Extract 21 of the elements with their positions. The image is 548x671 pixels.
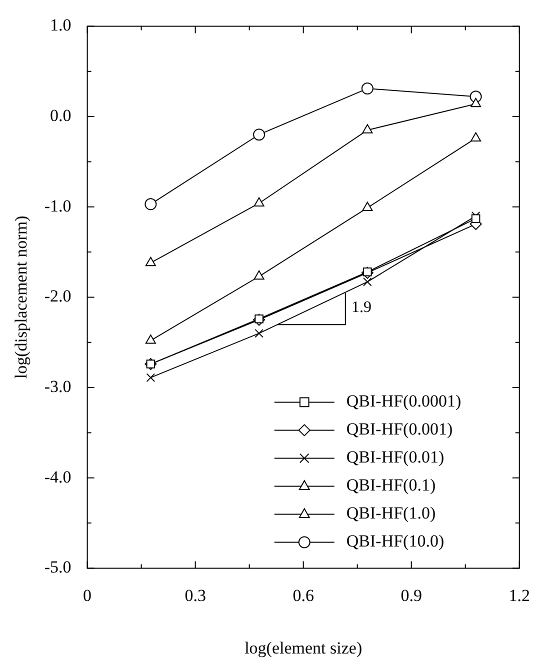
- x-tick-label: 0: [83, 586, 92, 605]
- legend-label: QBI-HF(0.0001): [346, 392, 462, 411]
- legend-label: QBI-HF(0.1): [346, 476, 436, 495]
- y-tick-label: 1.0: [50, 16, 72, 35]
- x-tick-label: 0.9: [400, 586, 422, 605]
- y-tick-label: -2.0: [44, 286, 72, 306]
- y-tick-label: -4.0: [44, 467, 72, 486]
- annotation: 1.9: [351, 299, 372, 316]
- x-axis-title: log(element size): [244, 638, 362, 658]
- legend-label: QBI-HF(10.0): [346, 532, 444, 551]
- y-tick-label: -1.0: [44, 196, 72, 216]
- y-tick-label: -5.0: [44, 558, 72, 577]
- legend-label: QBI-HF(0.001): [346, 420, 453, 439]
- y-tick-label: -3.0: [44, 377, 72, 396]
- y-tick-label: 0.0: [50, 106, 72, 125]
- x-tick-label: 0.3: [184, 586, 206, 605]
- x-tick-label: 1.2: [508, 586, 530, 605]
- x-tick-label: 0.6: [292, 586, 314, 605]
- legend-label: QBI-HF(0.01): [346, 448, 444, 467]
- legend-label: QBI-HF(1.0): [346, 504, 436, 523]
- y-axis-title: log(displacement norm): [12, 216, 31, 379]
